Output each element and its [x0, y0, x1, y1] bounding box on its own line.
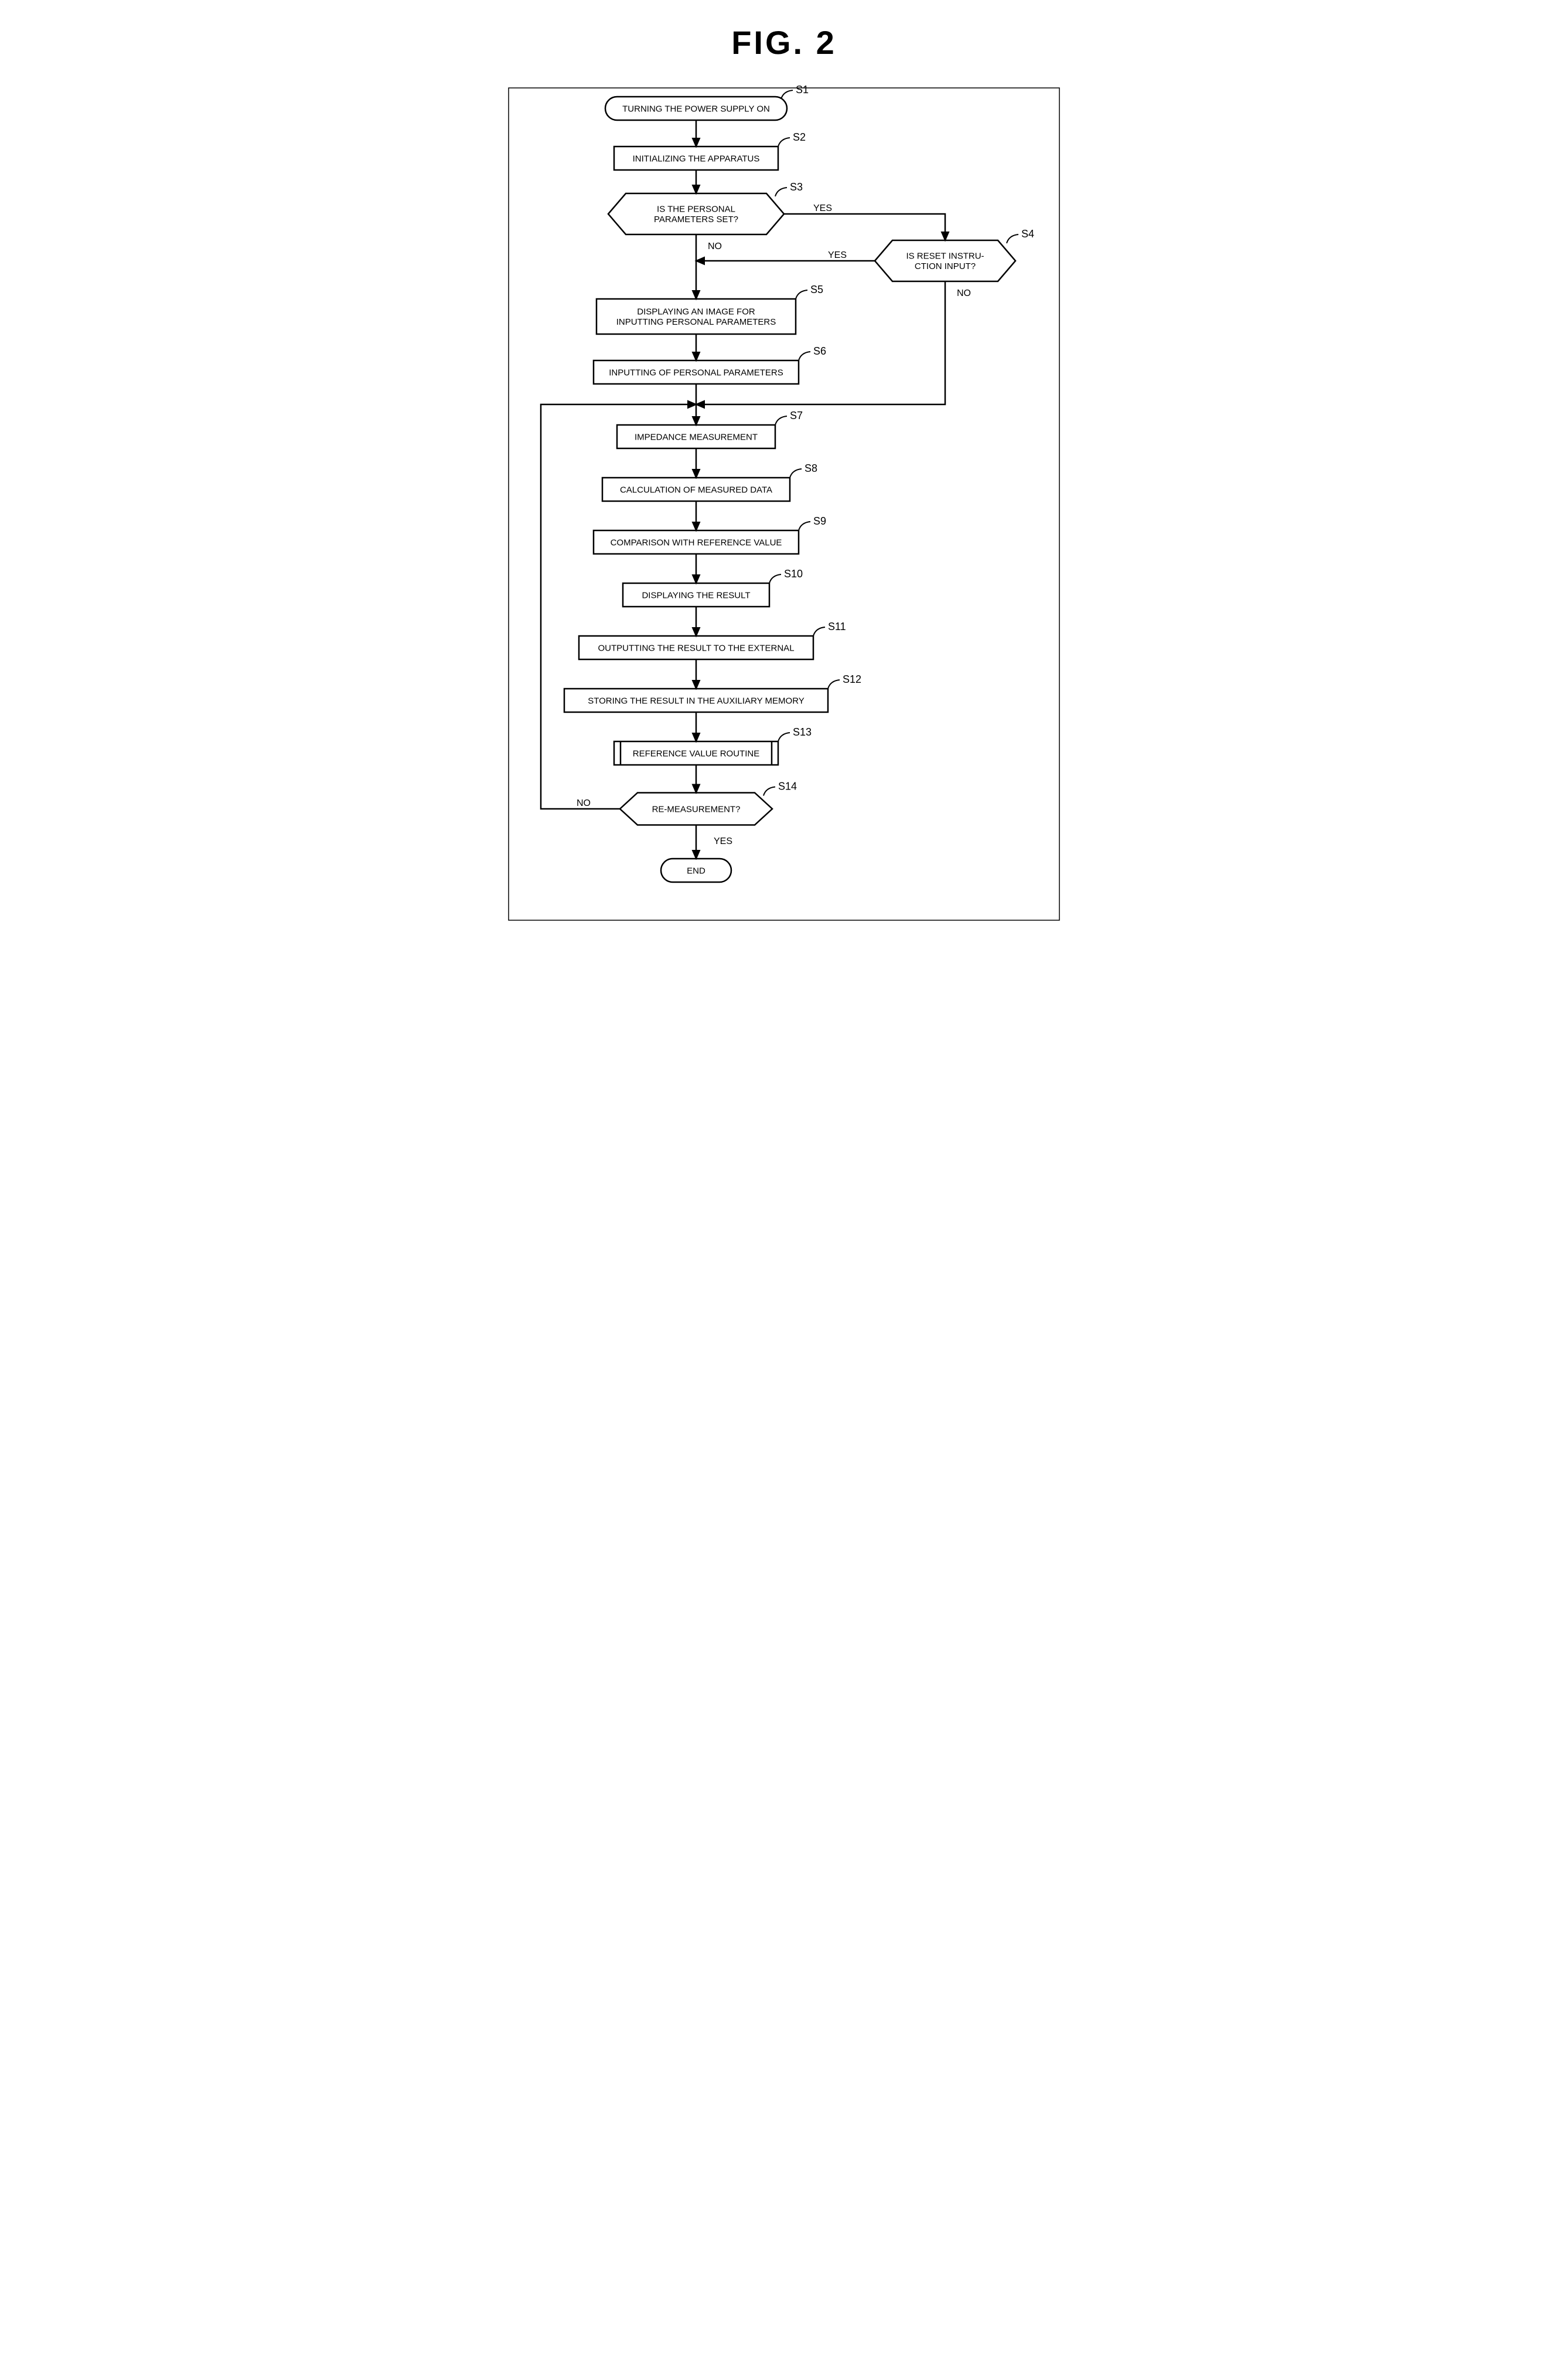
svg-text:OUTPUTTING THE RESULT TO THE E: OUTPUTTING THE RESULT TO THE EXTERNAL: [598, 643, 794, 653]
svg-text:NO: NO: [957, 288, 971, 298]
svg-text:TURNING THE POWER SUPPLY ON: TURNING THE POWER SUPPLY ON: [622, 104, 770, 114]
svg-text:RE-MEASUREMENT?: RE-MEASUREMENT?: [652, 804, 741, 814]
svg-text:S2: S2: [793, 131, 806, 143]
svg-text:S13: S13: [793, 726, 812, 738]
svg-text:YES: YES: [714, 836, 732, 846]
svg-text:S10: S10: [784, 568, 803, 580]
svg-text:S8: S8: [805, 462, 817, 474]
svg-text:NO: NO: [708, 241, 722, 251]
flowchart-diagram: TURNING THE POWER SUPPLY ON S1 INITIALIZIN…: [491, 85, 1077, 935]
svg-text:INITIALIZING THE APPARATUS: INITIALIZING THE APPARATUS: [633, 154, 760, 164]
svg-text:IS RESET INSTRU-CTION INPUT?: IS RESET INSTRU-CTION INPUT?: [906, 251, 984, 271]
svg-text:S1: S1: [796, 85, 809, 96]
svg-text:S5: S5: [810, 284, 823, 295]
svg-text:COMPARISON WITH REFERENCE VALU: COMPARISON WITH REFERENCE VALUE: [611, 537, 782, 547]
svg-text:S7: S7: [790, 410, 803, 421]
svg-text:END: END: [687, 866, 705, 876]
svg-text:NO: NO: [577, 798, 591, 808]
svg-text:STORING THE RESULT IN THE AUXI: STORING THE RESULT IN THE AUXILIARY MEMO…: [588, 696, 805, 706]
svg-text:S14: S14: [778, 781, 797, 792]
svg-text:S12: S12: [843, 673, 861, 685]
svg-text:REFERENCE VALUE ROUTINE: REFERENCE VALUE ROUTINE: [633, 748, 759, 758]
svg-text:S3: S3: [790, 181, 803, 193]
svg-text:IMPEDANCE MEASUREMENT: IMPEDANCE MEASUREMENT: [635, 432, 758, 442]
svg-text:CALCULATION OF MEASURED DATA: CALCULATION OF MEASURED DATA: [620, 485, 772, 495]
svg-text:S9: S9: [813, 515, 826, 527]
svg-text:DISPLAYING AN IMAGE FORINPUTTI: DISPLAYING AN IMAGE FORINPUTTING PERSONA…: [616, 307, 776, 327]
svg-text:YES: YES: [813, 203, 832, 213]
svg-text:YES: YES: [828, 250, 847, 260]
svg-text:S11: S11: [828, 621, 846, 632]
svg-text:IS THE PERSONALPARAMETERS SET?: IS THE PERSONALPARAMETERS SET?: [654, 205, 738, 224]
svg-text:S4: S4: [1021, 228, 1034, 240]
svg-text:S6: S6: [813, 345, 826, 357]
svg-text:INPUTTING OF PERSONAL PARAMETE: INPUTTING OF PERSONAL PARAMETERS: [609, 367, 783, 377]
svg-text:DISPLAYING THE RESULT: DISPLAYING THE RESULT: [642, 590, 750, 600]
figure-title: FIG. 2: [23, 23, 1545, 62]
